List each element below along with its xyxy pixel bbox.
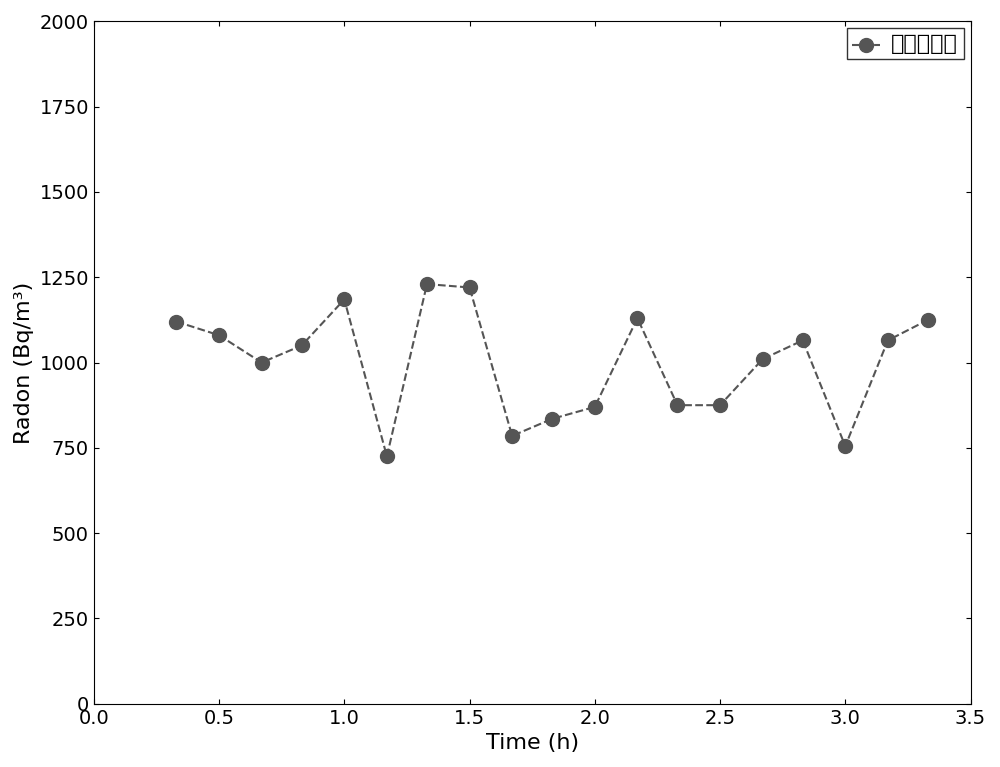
超声雾化法 — [631, 314, 643, 323]
超声雾化法 — [671, 400, 683, 410]
超声雾化法 — [381, 452, 393, 461]
超声雾化法 — [296, 341, 308, 350]
超声雾化法 — [170, 317, 182, 326]
超声雾化法 — [714, 400, 726, 410]
超声雾化法 — [506, 431, 518, 440]
Y-axis label: Radon (Bq/m³): Radon (Bq/m³) — [14, 281, 34, 443]
超声雾化法 — [421, 279, 433, 288]
超声雾化法 — [546, 414, 558, 423]
Legend: 超声雾化法: 超声雾化法 — [847, 28, 964, 60]
X-axis label: Time (h): Time (h) — [486, 733, 579, 753]
Line: 超声雾化法: 超声雾化法 — [170, 277, 935, 463]
超声雾化法 — [757, 354, 769, 364]
超声雾化法 — [213, 331, 225, 340]
超声雾化法 — [839, 442, 851, 451]
超声雾化法 — [589, 402, 601, 411]
超声雾化法 — [797, 336, 809, 345]
超声雾化法 — [464, 283, 476, 292]
超声雾化法 — [338, 295, 350, 304]
超声雾化法 — [922, 315, 934, 324]
超声雾化法 — [882, 336, 894, 345]
超声雾化法 — [256, 358, 268, 367]
